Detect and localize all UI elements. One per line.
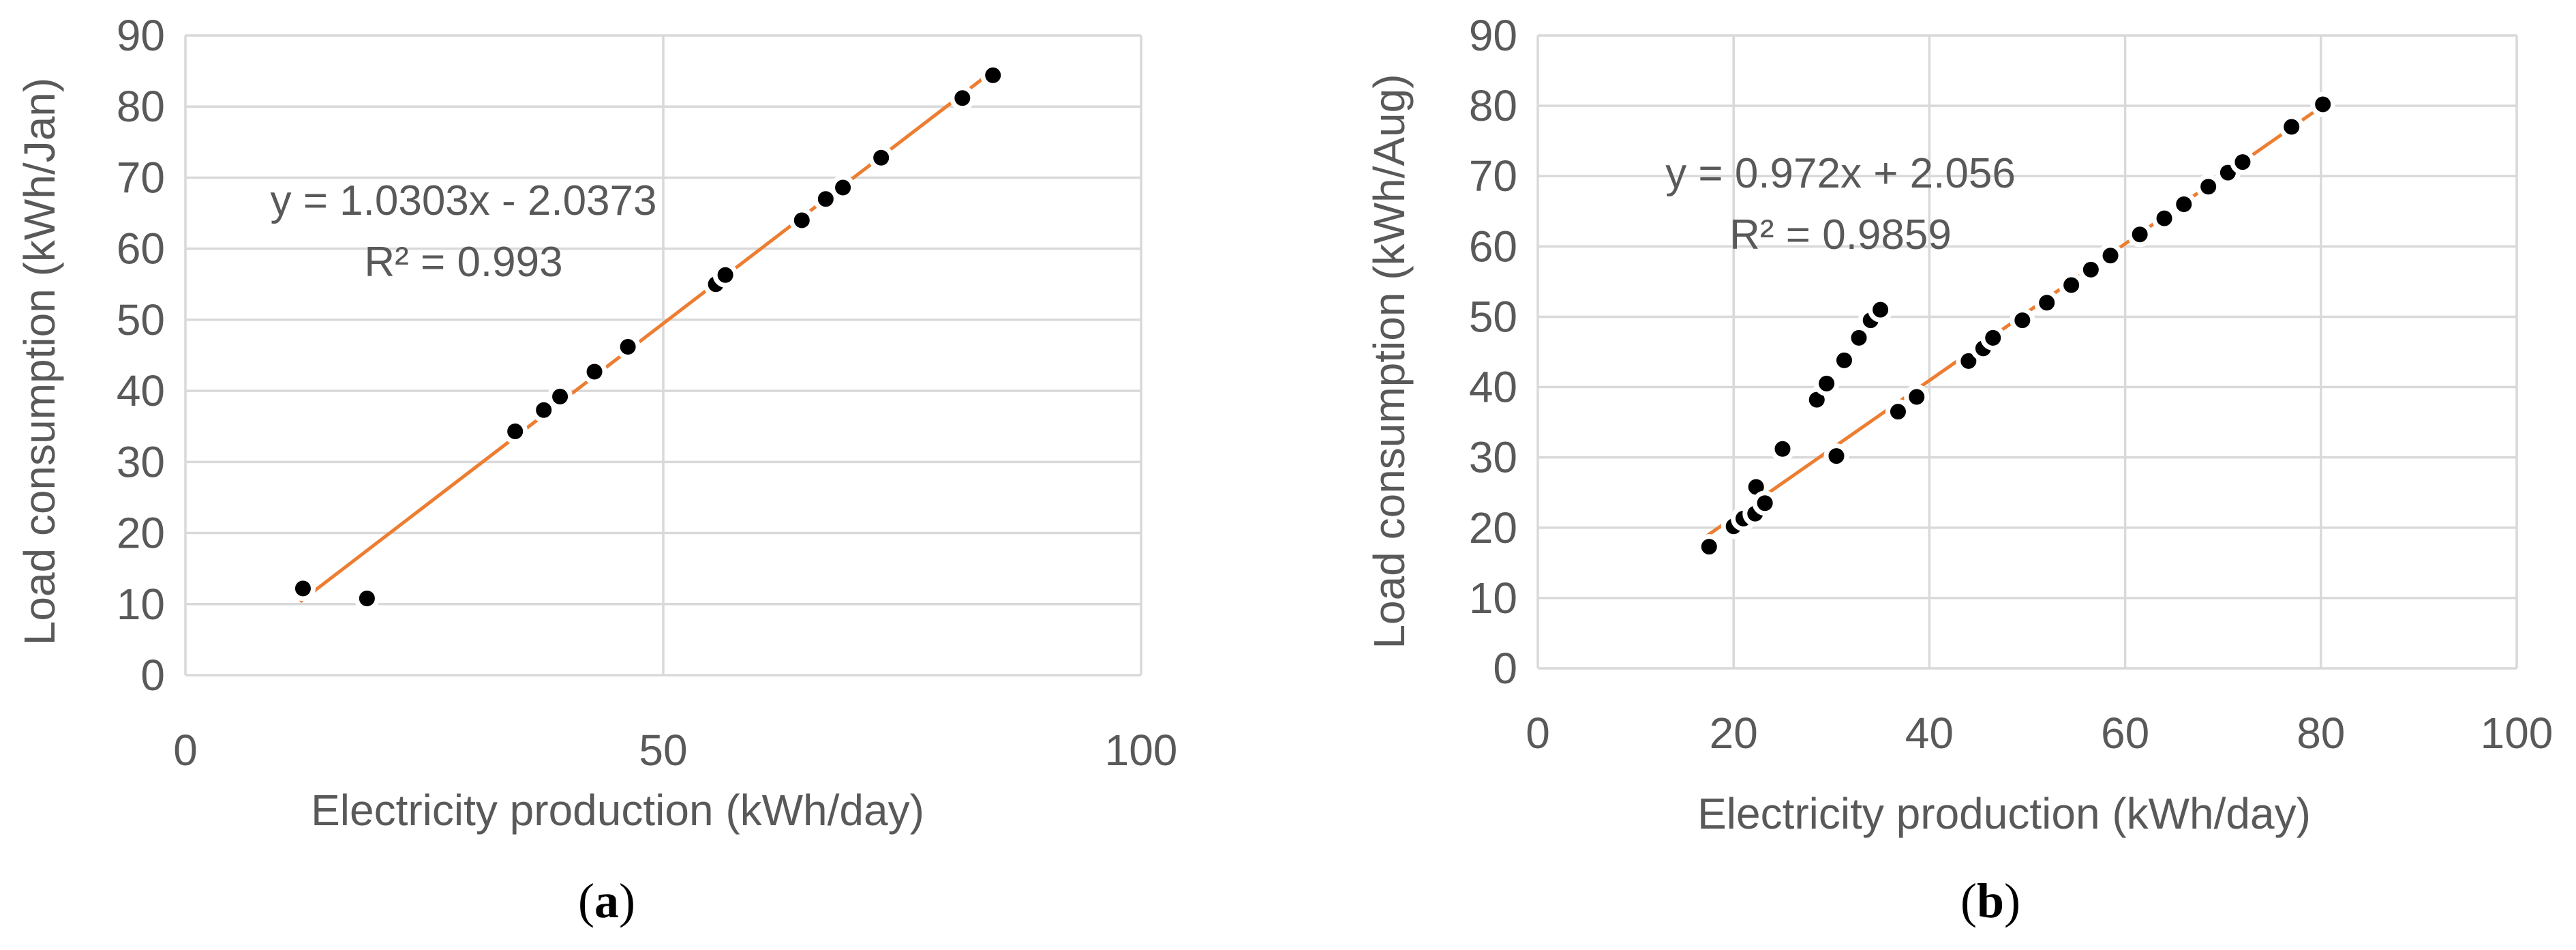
y-axis-title-b: Load consumption (kWh/Aug) [1365,74,1414,649]
data-point-a [531,397,557,423]
data-point-b [2230,149,2256,175]
x-tick-label-b: 40 [1905,709,1954,758]
panel-label-b: (b) [1960,874,2020,928]
y-tick-label-a: 70 [117,153,165,202]
data-point-a [789,207,815,233]
data-point-a [615,333,641,359]
data-point-a [581,359,607,385]
data-point-a [980,62,1006,88]
data-point-b [1846,325,1872,351]
data-point-a [547,383,573,409]
y-axis-title-a: Load consumption (kWh/Jan) [15,78,64,645]
points-a [290,62,1006,611]
data-point-b [2127,222,2153,248]
data-point-b [1770,436,1795,462]
y-tick-label-b: 60 [1469,222,1517,271]
r-squared-b: R² = 0.9859 [1729,211,1952,258]
gridlines-b [1536,34,2518,670]
equation-a: y = 1.0303x - 2.0373 [270,177,656,224]
y-tick-label-b: 80 [1469,81,1517,130]
x-tick-label-a: 0 [173,726,198,775]
x-tick-label-a: 100 [1105,726,1178,775]
y-tick-label-a: 80 [117,82,165,131]
y-ticks-a: 0 10 20 30 40 50 60 70 80 90 [117,11,165,700]
y-tick-label-a: 0 [140,651,165,700]
y-tick-label-a: 60 [117,224,165,273]
data-point-b [1868,297,1894,323]
data-point-b [2310,91,2336,117]
data-point-b [2196,174,2222,200]
data-point-b [1696,534,1722,560]
chart-panel-a: 0 10 20 30 40 50 60 70 80 90 0 50 100 y = 1.0303x -… [15,11,1177,928]
data-point-b [2059,272,2085,298]
data-point-b [2151,205,2177,231]
y-tick-label-a: 20 [117,509,165,558]
r-squared-a: R² = 0.993 [364,239,562,286]
data-point-a [290,576,316,602]
x-axis-title-b: Electricity production (kWh/day) [1697,789,2311,838]
data-point-b [1831,347,1857,373]
data-point-b [1814,370,1840,396]
data-point-a [950,85,975,111]
data-point-b [2097,243,2123,269]
x-ticks-a: 0 50 100 [173,726,1177,775]
y-tick-label-b: 90 [1469,11,1517,60]
x-tick-label-b: 100 [2481,709,2554,758]
panel-label-a: (a) [578,874,635,928]
y-tick-label-b: 50 [1469,292,1517,341]
data-point-b [1885,399,1911,425]
data-point-a [813,186,838,212]
points-b [1696,91,2336,560]
data-point-a [830,175,856,201]
x-axis-title-a: Electricity production (kWh/day) [311,786,924,835]
y-tick-label-b: 10 [1469,574,1517,623]
data-point-b [2034,290,2060,316]
data-point-b [1752,490,1778,516]
equation-b: y = 0.972x + 2.056 [1665,150,2016,197]
y-tick-label-b: 40 [1469,363,1517,412]
y-tick-label-b: 0 [1493,644,1517,693]
x-tick-label-b: 20 [1710,709,1758,758]
y-tick-label-a: 50 [117,295,165,344]
x-tick-label-b: 80 [2297,709,2345,758]
data-point-a [502,419,528,445]
y-tick-label-a: 90 [117,11,165,60]
data-point-b [2279,114,2305,140]
gridlines-a [184,34,1142,677]
x-tick-label-a: 50 [639,726,687,775]
chart-panel-b: 0 10 20 30 40 50 60 70 80 90 0 20 40 60 80 100 y = 0.9… [1365,11,2553,928]
x-tick-label-b: 0 [1526,709,1550,758]
y-ticks-b: 0 10 20 30 40 50 60 70 80 90 [1469,11,1517,693]
data-point-a [354,585,380,611]
y-tick-label-b: 20 [1469,503,1517,552]
data-point-b [1980,325,2006,351]
y-tick-label-a: 40 [117,366,165,415]
y-tick-label-b: 70 [1469,151,1517,201]
data-point-b [1904,384,1930,410]
y-tick-label-b: 30 [1469,433,1517,482]
data-point-b [2078,256,2104,282]
data-point-b [2010,308,2035,333]
data-point-b [1823,443,1849,469]
y-tick-label-a: 30 [117,437,165,486]
data-point-b [2171,191,2197,217]
x-tick-label-b: 60 [2101,709,2149,758]
data-point-a [868,145,894,170]
x-ticks-b: 0 20 40 60 80 100 [1526,709,2553,758]
data-point-a [712,262,738,288]
y-tick-label-a: 10 [117,580,165,629]
